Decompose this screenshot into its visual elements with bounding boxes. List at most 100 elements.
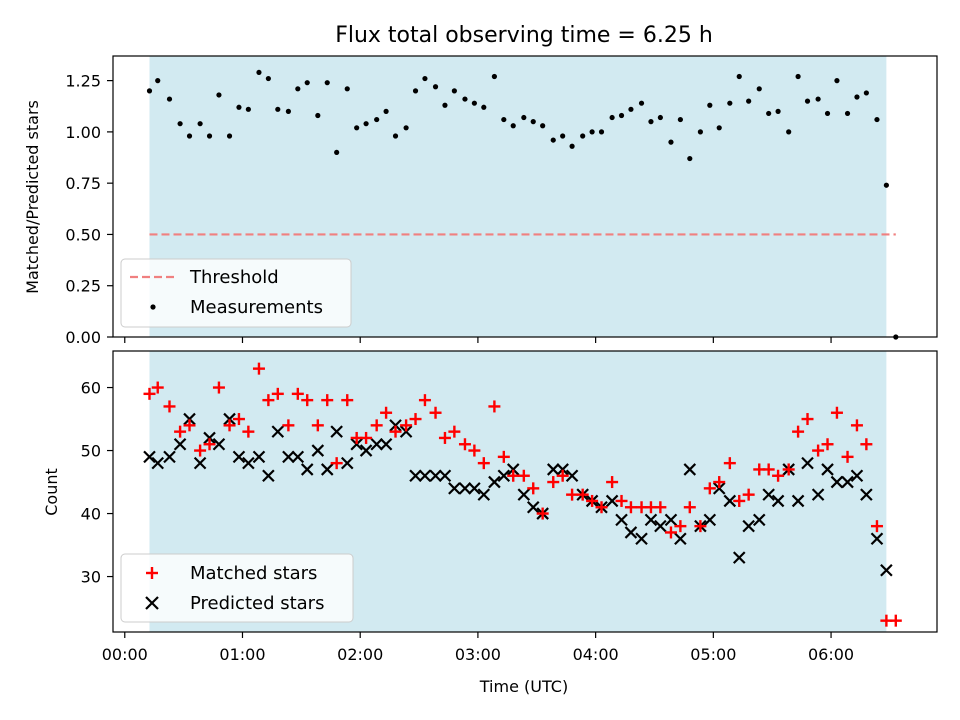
predicted-star-point <box>517 488 531 501</box>
measurement-point <box>804 98 811 104</box>
predicted-star-point <box>389 419 402 432</box>
predicted-star-point <box>674 532 687 546</box>
matched-star-point <box>301 394 314 407</box>
predicted-star-point <box>340 456 354 470</box>
matched-star-point <box>341 394 354 407</box>
matched-star-point <box>654 501 667 514</box>
predicted-star-point <box>850 469 864 483</box>
ratio-panel: 0.00 0.25 0.50 0.75 1.00 1.25 Matched/Predict… <box>23 55 938 347</box>
predicted-star-point <box>860 488 873 501</box>
predicted-star-point <box>173 437 187 451</box>
predicted-star-point <box>732 551 746 564</box>
measurement-point <box>707 102 713 108</box>
time-x-axis: 00:00 01:00 02:00 03:00 04:00 05:00 06:00 <box>102 632 854 664</box>
time-x-tick-label: 04:00 <box>573 645 619 664</box>
predicted-star-point <box>458 482 472 495</box>
ratio-y-tick-label: 0.00 <box>65 328 101 347</box>
predicted-star-point <box>624 526 638 539</box>
measurement-point <box>245 106 251 112</box>
matched-star-point <box>232 413 245 426</box>
predicted-star-point <box>870 532 884 546</box>
measurement-point <box>560 133 566 139</box>
predicted-star-point <box>723 494 737 508</box>
measurement-point <box>716 125 722 131</box>
time-x-tick-label: 02:00 <box>337 645 383 664</box>
predicted-star-point <box>880 563 893 577</box>
matched-star-point <box>448 425 461 438</box>
predicted-star-point <box>212 437 226 451</box>
matched-star-point <box>870 520 883 533</box>
predicted-star-point <box>526 500 540 514</box>
predicted-star-point <box>409 469 422 483</box>
measurement-point <box>736 73 742 80</box>
matched-star-point <box>683 501 696 514</box>
measurement-point <box>304 80 310 86</box>
predicted-star-point <box>151 456 165 470</box>
predicted-star-point <box>330 425 343 438</box>
matched-star-point <box>517 469 530 482</box>
ratio-y-tick-label: 0.75 <box>65 174 101 193</box>
ratio-y-tick-label: 0.25 <box>65 277 101 296</box>
matched-star-point <box>841 450 854 463</box>
measurement-point <box>344 86 350 92</box>
matched-star-point <box>742 488 755 501</box>
predicted-star-point <box>163 450 176 464</box>
measurements-points <box>146 69 899 340</box>
matched-star-point <box>282 419 295 432</box>
predicted-star-point <box>350 437 363 451</box>
matched-star-point <box>792 425 805 438</box>
legend-measurements-swatch <box>150 304 156 310</box>
matched-star-point <box>409 413 422 426</box>
predicted-star-point <box>282 450 295 464</box>
measurement-point <box>315 112 321 119</box>
measurement-point <box>598 129 605 135</box>
measurement-point <box>638 100 645 106</box>
measurement-point <box>462 96 468 102</box>
matched-star-point <box>713 476 726 489</box>
measurement-point <box>354 125 360 131</box>
legend-predicted-label: Predicted stars <box>190 593 324 614</box>
measurement-point <box>618 112 625 119</box>
time-x-tick-label: 01:00 <box>219 645 265 664</box>
measurement-point <box>834 78 840 84</box>
measurement-point <box>166 96 173 102</box>
measurement-point <box>775 108 781 114</box>
predicted-star-point <box>556 463 569 476</box>
measurement-point <box>657 114 663 121</box>
measurement-point <box>766 110 772 117</box>
measurement-point <box>501 116 507 123</box>
matched-stars-points <box>143 362 902 627</box>
ratio-y-tick-label: 0.50 <box>65 225 101 244</box>
measurement-point <box>824 110 831 117</box>
predicted-star-point <box>565 469 579 483</box>
predicted-star-point <box>242 456 255 470</box>
measurement-point <box>580 133 586 139</box>
matched-star-point <box>194 444 207 457</box>
matched-star-point <box>488 400 501 413</box>
matched-star-point <box>566 488 579 501</box>
predicted-star-point <box>193 456 207 470</box>
matched-star-point <box>429 406 442 419</box>
measurement-point <box>815 96 821 102</box>
ratio-y-axis: 0.00 0.25 0.50 0.75 1.00 1.25 <box>65 72 113 347</box>
matched-star-point <box>547 476 560 489</box>
predicted-star-point <box>654 519 667 533</box>
measurement-point <box>756 86 762 92</box>
legend-matched-swatch <box>146 567 158 579</box>
matched-star-point <box>242 425 255 438</box>
matched-star-point <box>556 469 569 482</box>
measurement-point <box>491 73 497 80</box>
measurement-point <box>697 129 703 135</box>
matched-star-point <box>772 469 785 482</box>
ratio-legend-box <box>120 258 352 328</box>
matched-star-point <box>291 387 304 400</box>
count-y-tick-label: 40 <box>81 505 101 524</box>
matched-star-point <box>606 476 619 489</box>
count-legend-box <box>120 553 354 623</box>
matched-star-point <box>497 450 510 463</box>
matched-star-point <box>468 444 481 457</box>
matched-star-point <box>438 431 451 444</box>
count-panel-frame <box>112 350 938 633</box>
measurement-point <box>589 129 595 135</box>
